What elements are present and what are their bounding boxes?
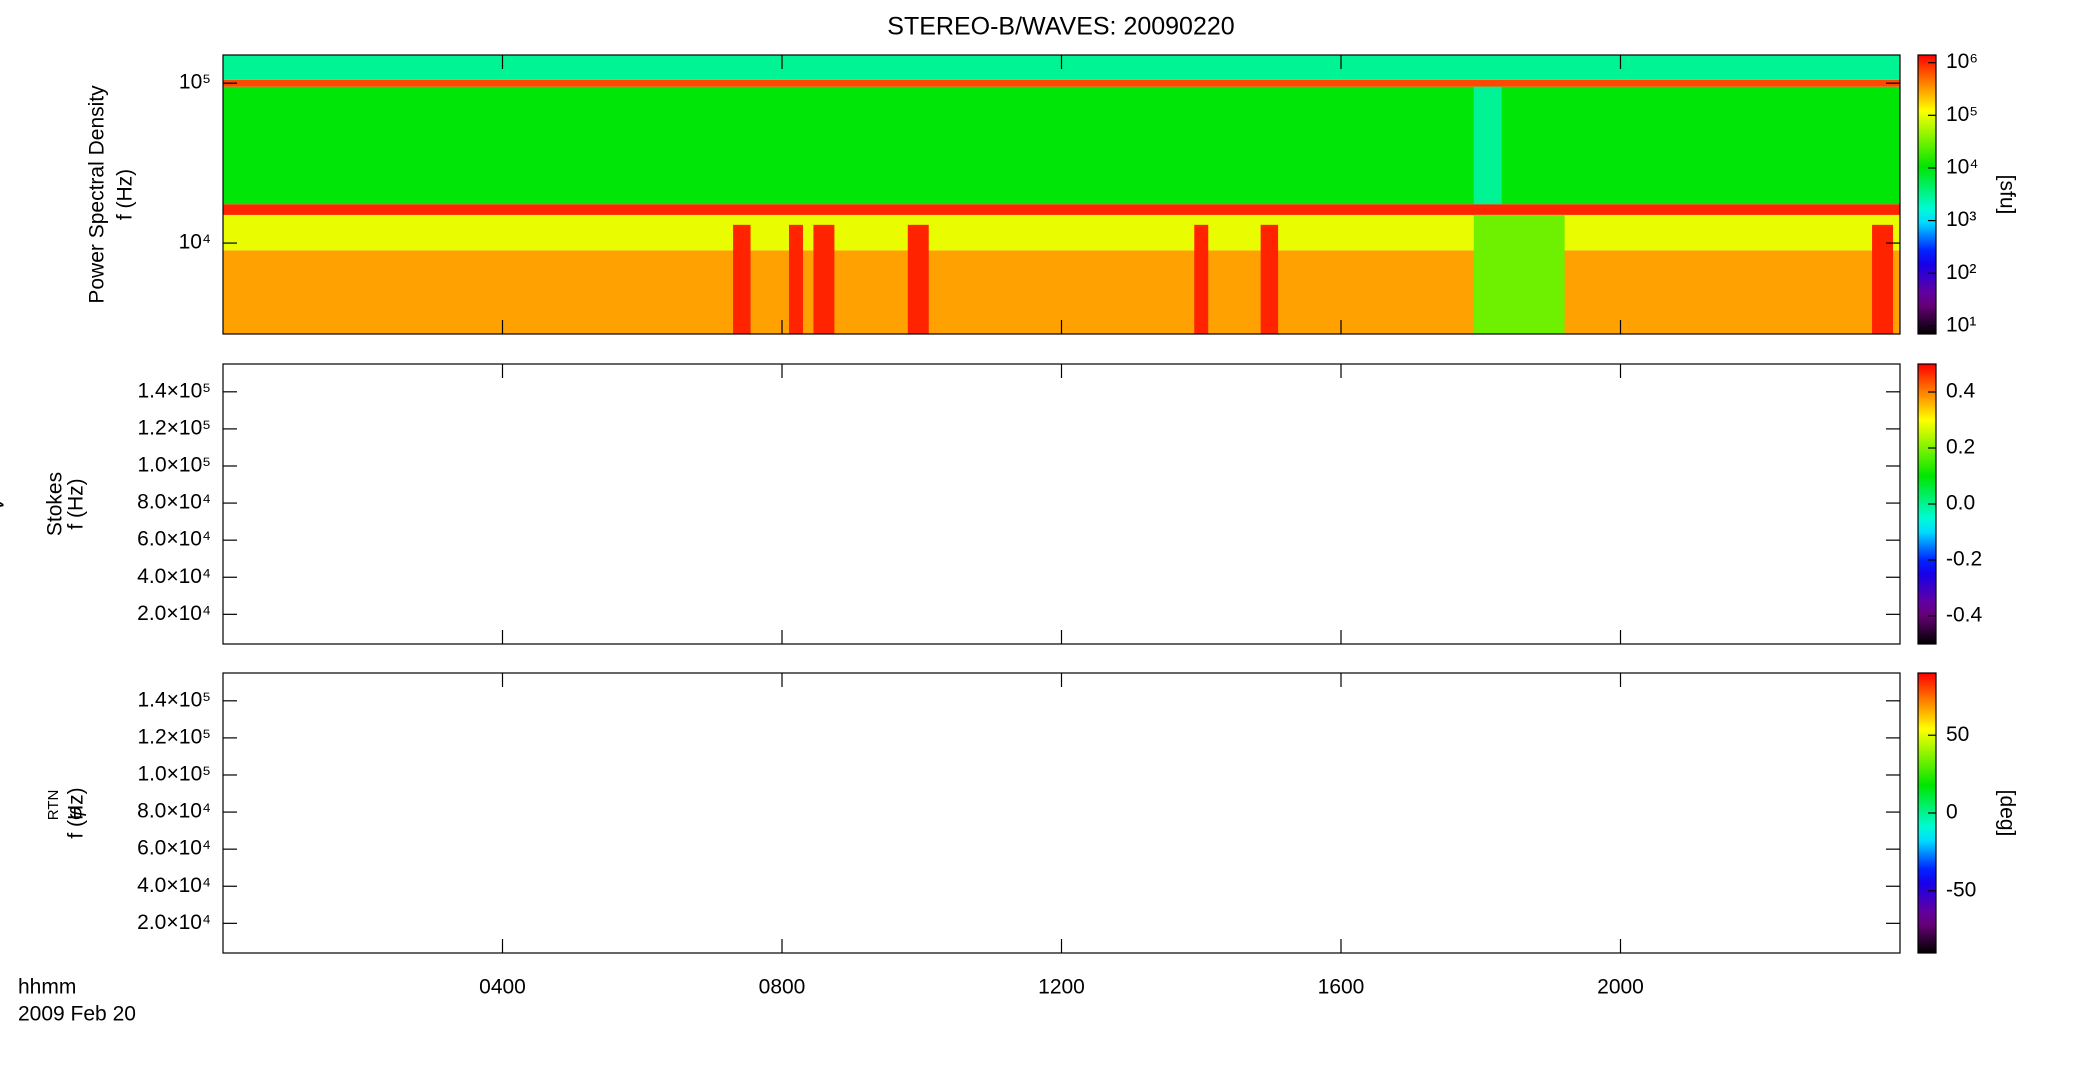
colorbar-tick-label: -50 [1946,878,1976,901]
heatmap-band [223,214,1900,251]
x-tick-label: 0800 [759,976,806,999]
heatmap-region [907,224,929,334]
colorbar-tick-label: 10⁴ [1946,156,1978,179]
colorbar-tick-label: -0.2 [1946,548,1982,571]
y-axis-label: f (Hz) [114,169,137,220]
y-axis-label: f (Hz) [65,478,88,529]
plot-frame [222,363,1901,645]
y-axis-symbol: V [0,495,9,511]
colorbar-tick-label: 0.2 [1946,436,1975,459]
y-axis-label: f (Hz) [65,787,88,838]
colorbar-tick-label: 50 [1946,723,1969,746]
x-axis-label: hhmm [18,976,76,999]
colorbar-tick-label: 10⁵ [1946,103,1978,126]
x-tick-label: 1200 [1038,976,1085,999]
colorbar-tick-label: 0.4 [1946,380,1976,403]
chart-title: STEREO-B/WAVES: 20090220 [887,13,1234,41]
y-tick-label: 1.4×10⁵ [137,688,211,711]
y-axis-quantity: Power Spectral Density [86,85,109,304]
colorbar-tick-label: 0.0 [1946,492,1975,515]
x-tick-label: 0400 [479,976,526,999]
y-tick-label: 1.2×10⁵ [137,725,211,748]
x-tick-label: 2000 [1597,976,1644,999]
y-tick-label: 4.0×10⁴ [137,874,211,897]
y-tick-label: 4.0×10⁴ [137,565,211,588]
y-axis-subscript: RTN [45,790,62,821]
colorbar-tick-label: 10² [1946,261,1976,284]
y-tick-label: 1.2×10⁵ [137,416,211,439]
colorbar-label: [deg] [1995,790,2018,837]
heatmap-region [1872,224,1894,334]
y-tick-label: 1.0×10⁵ [137,763,211,786]
heatmap-band [223,86,1900,205]
colorbar [1917,54,1937,335]
heatmap-region [1194,224,1209,334]
y-tick-label: 10⁵ [179,71,211,94]
y-tick-label: 6.0×10⁴ [137,837,211,860]
heatmap-region [1260,224,1279,334]
y-tick-label: 8.0×10⁴ [137,491,211,514]
heatmap-band [223,79,1900,87]
colorbar-tick-label: -0.4 [1946,604,1983,627]
y-tick-label: 1.4×10⁵ [137,379,211,402]
heatmap-region [813,224,835,334]
y-tick-label: 2.0×10⁴ [137,911,211,934]
colorbar-tick-label: 10¹ [1946,313,1976,336]
y-axis-symbol: φ [64,806,87,820]
x-tick-label: 1600 [1318,976,1365,999]
heatmap-band [223,204,1900,215]
y-tick-label: 8.0×10⁴ [137,800,211,823]
heatmap-region [1473,86,1502,205]
y-tick-label: 2.0×10⁴ [137,602,211,625]
colorbar-tick-label: 10⁶ [1946,50,1978,73]
y-tick-label: 10⁴ [179,231,211,254]
colorbar-tick-label: 10³ [1946,208,1976,231]
heatmap-region [1473,214,1565,334]
colorbar-tick-label: 0 [1946,801,1958,824]
y-tick-label: 1.0×10⁵ [137,454,211,477]
date-label: 2009 Feb 20 [18,1003,136,1026]
heatmap-region [788,224,803,334]
colorbar-label: [sfu] [1995,175,2018,215]
heatmap-region [733,224,751,334]
plot-frame [222,672,1901,954]
y-axis-quantity: Stokes [44,472,67,536]
y-tick-label: 6.0×10⁴ [137,528,211,551]
